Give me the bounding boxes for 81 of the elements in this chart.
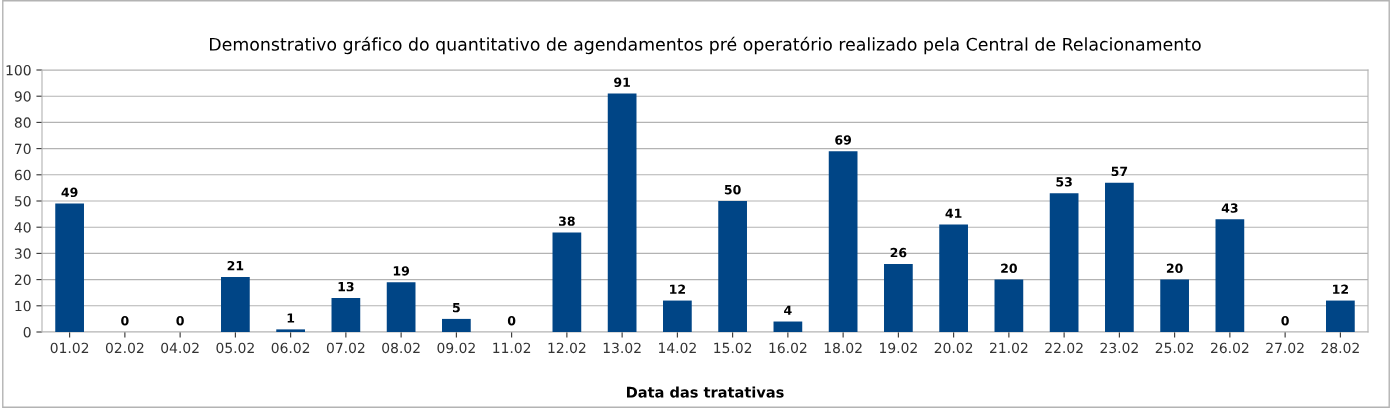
y-tick-label: 90 xyxy=(14,91,31,102)
x-tick-label: 11.02 xyxy=(493,342,531,354)
x-tick-label: 19.02 xyxy=(880,342,917,354)
bar xyxy=(994,279,1024,332)
bar xyxy=(552,232,582,332)
data-label: 0 xyxy=(121,315,129,326)
x-tick-label: 06.02 xyxy=(271,342,310,354)
y-tick-label: 10 xyxy=(15,300,31,312)
bar xyxy=(1326,300,1355,332)
data-label: 13 xyxy=(338,281,354,292)
chart-title: Demonstrativo gráfico do quantitativo de agendamentos pré operatório realizado pela Central de Relacionamento xyxy=(210,36,1201,55)
x-tick-label: 08.02 xyxy=(382,342,420,354)
x-tick-label: 15.02 xyxy=(714,342,752,354)
data-label: 20 xyxy=(1166,263,1183,274)
data-label: 0 xyxy=(507,315,516,326)
y-tick-label: 50 xyxy=(14,195,31,207)
bar xyxy=(884,263,913,332)
x-tick-label: 20.02 xyxy=(934,342,973,354)
x-tick-label: 09.02 xyxy=(437,342,475,354)
x-tick-label: 01.02 xyxy=(50,342,89,354)
data-label: 12 xyxy=(1333,284,1348,294)
data-label: 57 xyxy=(1111,166,1128,177)
bar xyxy=(442,318,471,332)
data-label: 4 xyxy=(784,305,792,315)
bar xyxy=(773,321,803,332)
y-tick-label: 40 xyxy=(14,222,31,233)
bar xyxy=(1105,182,1134,332)
x-tick-label: 25.02 xyxy=(1155,342,1194,354)
x-tick-label: 28.02 xyxy=(1321,342,1359,354)
bar xyxy=(939,224,968,332)
data-label: 12 xyxy=(670,284,685,294)
data-label: 20 xyxy=(1001,263,1017,274)
x-tick-label: 14.02 xyxy=(659,342,696,354)
y-tick-label: 80 xyxy=(14,117,31,128)
bar xyxy=(607,93,637,332)
data-label: 5 xyxy=(452,303,460,313)
data-label: 0 xyxy=(1281,315,1289,326)
x-tick-label: 02.02 xyxy=(105,342,144,354)
y-tick-label: 20 xyxy=(14,274,31,286)
x-tick-label: 18.02 xyxy=(824,342,862,354)
bar xyxy=(1215,219,1245,332)
data-label: 53 xyxy=(1056,177,1072,187)
bar xyxy=(1049,193,1079,332)
bar xyxy=(276,329,305,332)
x-tick-label: 22.02 xyxy=(1045,342,1083,354)
data-label: 0 xyxy=(176,315,184,326)
bar xyxy=(386,282,416,332)
x-tick-label: 04.02 xyxy=(161,342,199,354)
bar xyxy=(718,201,747,332)
x-tick-label: 07.02 xyxy=(326,342,365,354)
data-label: 41 xyxy=(945,208,962,218)
bar xyxy=(1160,279,1189,332)
data-label: 91 xyxy=(614,77,630,87)
data-label: 21 xyxy=(227,260,244,271)
data-label: 1 xyxy=(287,313,295,323)
y-tick-label: 0 xyxy=(23,326,31,338)
data-label: 50 xyxy=(724,184,741,195)
x-tick-label: 23.02 xyxy=(1100,342,1138,354)
x-tick-label: 26.02 xyxy=(1211,342,1249,354)
data-label: 49 xyxy=(61,187,78,198)
x-tick-label: 13.02 xyxy=(603,342,641,354)
x-axis-title: Data das tratativas xyxy=(627,386,784,398)
data-label: 43 xyxy=(1221,203,1238,213)
data-label: 38 xyxy=(559,216,575,226)
y-tick-label: 60 xyxy=(14,169,31,181)
x-tick-label: 27.02 xyxy=(1266,342,1304,354)
bar xyxy=(663,300,692,332)
bar xyxy=(331,297,361,332)
bar xyxy=(55,203,84,332)
y-tick-label: 30 xyxy=(14,248,31,259)
x-tick-label: 21.02 xyxy=(990,342,1028,354)
data-label: 69 xyxy=(835,135,852,145)
x-tick-label: 16.02 xyxy=(769,342,807,354)
data-label: 26 xyxy=(890,247,907,258)
x-tick-label: 12.02 xyxy=(548,342,586,354)
bar xyxy=(221,276,250,332)
y-tick-label: 70 xyxy=(15,143,31,155)
x-tick-label: 05.02 xyxy=(216,342,254,354)
bar xyxy=(828,151,858,332)
y-tick-label: 100 xyxy=(6,64,31,76)
data-label: 19 xyxy=(393,266,410,276)
